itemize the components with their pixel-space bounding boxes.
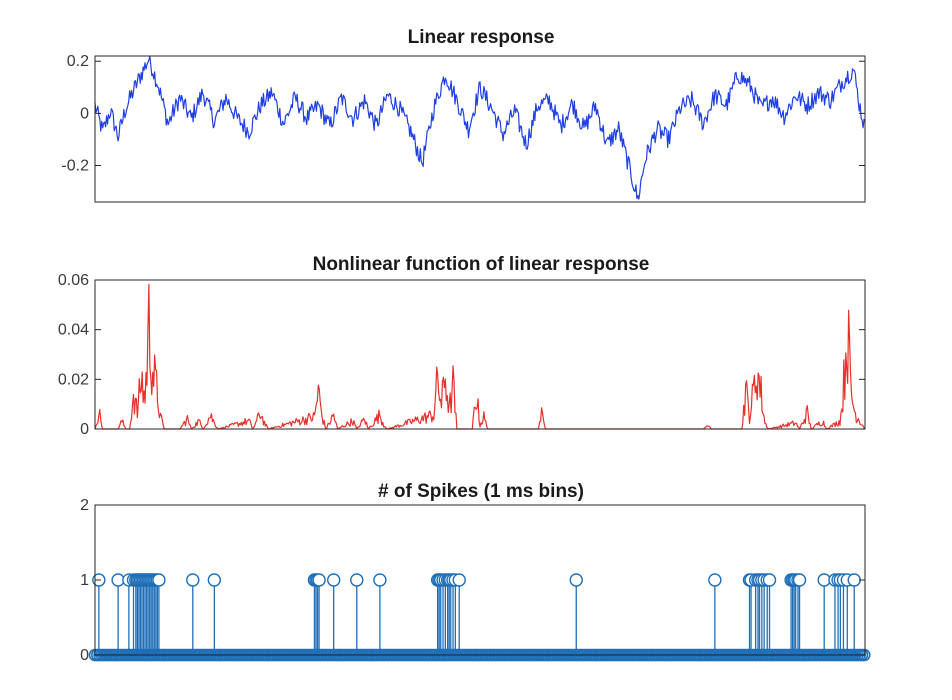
linear-response-y-tick-label: 0 [80,105,89,122]
spike-marker [152,573,166,587]
nonlinear-y-tick-label: 0.06 [58,272,89,289]
nonlinear-title: Nonlinear function of linear response [313,254,650,275]
spike-marker [452,573,466,587]
linear-response-title: Linear response [408,27,555,48]
linear-response-y-tick-label: -0.2 [61,158,89,175]
linear-response-panel: Linear response 0.2 0 -0.2 [61,27,866,203]
nonlinear-plot-area [94,283,866,430]
spikes-y-tick-label: 0 [80,647,89,664]
spike-marker [847,573,861,587]
linear-response-y-ticks: 0.2 0 -0.2 [61,53,865,175]
spikes-panel: # of Spikes (1 ms bins) 2 1 0 [80,481,871,664]
spikes-y-tick-label: 1 [80,572,89,589]
spike-marker [569,573,583,587]
nonlinear-y-tick-label: 0 [80,421,89,438]
spikes-title: # of Spikes (1 ms bins) [378,481,584,502]
linear-response-series-line [94,55,866,200]
nonlinear-y-ticks: 0.06 0.04 0.02 0 [58,272,865,438]
spike-marker [762,573,777,587]
linear-response-plot-area [94,55,866,200]
spike-marker [207,573,222,587]
nonlinear-axes-box [94,279,866,430]
spike-marker [350,573,364,587]
spike-marker [186,573,200,587]
spikes-y-tick-label: 2 [80,497,89,514]
linear-response-axes-box [94,55,866,203]
spikes-y-ticks: 2 1 0 [80,497,865,664]
spike-marker [373,573,387,587]
linear-response-y-tick-label: 0.2 [67,53,89,70]
spikes-plot-area [88,573,871,662]
spike-marker [327,573,341,587]
nonlinear-y-tick-label: 0.02 [58,371,89,388]
nonlinear-y-tick-label: 0.04 [58,322,89,339]
spike-marker [312,573,326,587]
spike-marker [792,573,807,587]
nonlinear-panel: Nonlinear function of linear response 0.… [58,254,866,438]
nonlinear-series-line [94,283,866,430]
spike-marker [708,573,722,587]
